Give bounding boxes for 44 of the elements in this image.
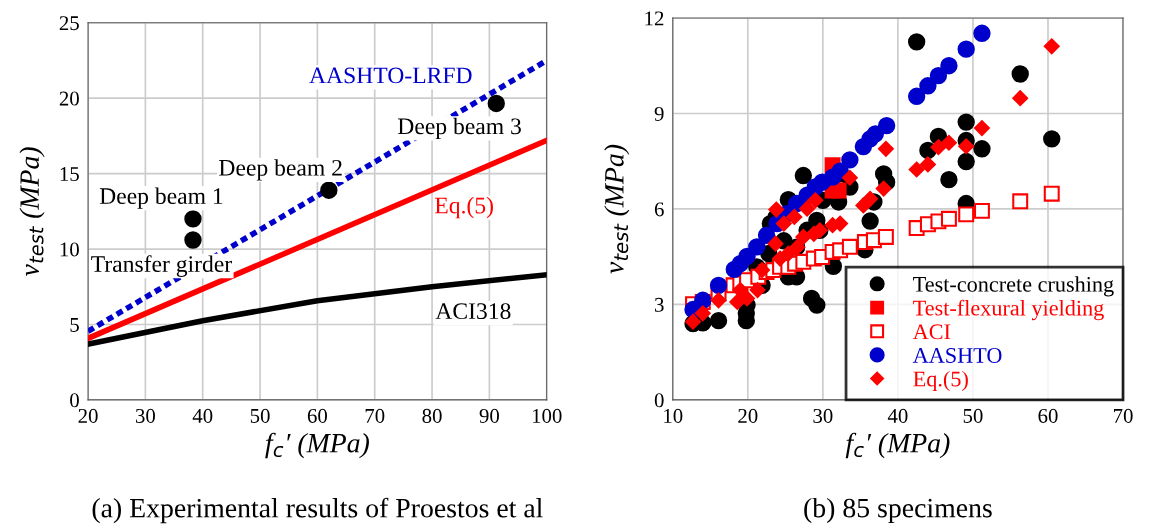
annotation: Deep beam 2 — [219, 159, 342, 181]
y-tick-label: 25 — [59, 16, 79, 31]
x-tick-label: 80 — [422, 408, 442, 423]
annotation: Deep beam 3 — [397, 117, 521, 140]
x-tick-label: 40 — [192, 408, 213, 423]
y-tick-label: 5 — [70, 318, 79, 332]
legend-label: Test-concrete crushing — [913, 276, 1114, 297]
annotation: Deep beam 1 — [99, 187, 223, 209]
x-tick-label: 70 — [365, 408, 385, 423]
y-tick-label: 10 — [60, 242, 79, 257]
x-tick-label: 60 — [307, 408, 328, 423]
y-tick-label: 9 — [654, 106, 664, 121]
y-tick-label: 20 — [59, 91, 79, 106]
y-axis-title: v$_{test}$ (MPa) — [19, 147, 45, 277]
y-axis-title: v$_{test}$ (MPa) — [604, 144, 630, 274]
x-axis-title: f$_{c}$′ (MPa) — [265, 432, 369, 459]
x-tick-label: 100 — [532, 408, 562, 423]
legend-label: Eq.(5) — [913, 370, 968, 392]
x-tick-label: 10 — [664, 408, 683, 423]
y-tick-label: 6 — [654, 202, 664, 217]
x-tick-label: 60 — [1038, 408, 1058, 423]
x-tick-label: 70 — [1113, 408, 1133, 423]
x-tick-label: 40 — [887, 408, 908, 423]
text: (a) Experimental results of Proestos et al — [92, 497, 543, 524]
x-tick-label: 50 — [250, 408, 270, 423]
x-tick-label: 90 — [479, 408, 500, 423]
y-tick-label: 12 — [645, 11, 664, 26]
annotation: Transfer girder — [91, 255, 232, 277]
y-tick-label: 0 — [70, 393, 79, 408]
annotation: ACI318 — [435, 303, 511, 320]
text: (b) 85 specimens — [804, 497, 992, 524]
x-tick-label: 50 — [963, 408, 983, 423]
legend-label: AASHTO — [912, 347, 1002, 363]
x-axis-title: f$_{c}$′ (MPa) — [845, 432, 950, 459]
annotation: Eq.(5) — [435, 196, 493, 219]
annotation: AASHTO-LRFD — [309, 67, 472, 84]
x-tick-label: 30 — [813, 408, 833, 423]
y-tick-label: 3 — [655, 297, 664, 312]
legend-label: ACI — [912, 324, 951, 340]
legend-label: Test-flexural yielding — [913, 299, 1104, 321]
y-tick-label: 0 — [654, 393, 664, 408]
x-tick-label: 20 — [738, 408, 758, 423]
y-tick-label: 15 — [60, 167, 79, 182]
x-tick-label: 30 — [135, 408, 156, 423]
